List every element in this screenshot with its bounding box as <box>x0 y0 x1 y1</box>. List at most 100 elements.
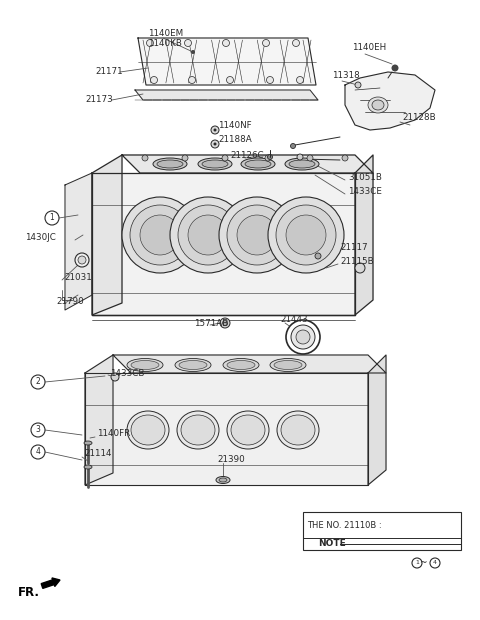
Circle shape <box>267 154 273 159</box>
Polygon shape <box>355 155 373 315</box>
Polygon shape <box>122 155 373 173</box>
Ellipse shape <box>223 358 259 371</box>
Circle shape <box>214 128 216 131</box>
Circle shape <box>291 325 315 349</box>
Polygon shape <box>113 355 386 373</box>
Ellipse shape <box>281 415 315 445</box>
Ellipse shape <box>198 158 232 170</box>
Ellipse shape <box>285 158 319 170</box>
Text: 1433CB: 1433CB <box>110 368 144 378</box>
Circle shape <box>170 197 246 273</box>
Circle shape <box>75 253 89 267</box>
Text: 21188A: 21188A <box>218 136 252 144</box>
Circle shape <box>223 40 229 46</box>
Polygon shape <box>92 155 122 315</box>
Ellipse shape <box>157 160 183 168</box>
Circle shape <box>189 76 195 84</box>
Circle shape <box>392 64 398 71</box>
Circle shape <box>111 373 119 381</box>
Polygon shape <box>65 173 92 310</box>
Ellipse shape <box>227 411 269 449</box>
Text: 11318: 11318 <box>332 71 360 81</box>
Polygon shape <box>138 38 316 85</box>
Text: FR.: FR. <box>18 585 40 598</box>
Ellipse shape <box>84 465 92 469</box>
Circle shape <box>31 375 45 389</box>
Ellipse shape <box>177 411 219 449</box>
Circle shape <box>214 143 216 146</box>
Circle shape <box>211 126 219 134</box>
Circle shape <box>142 155 148 161</box>
Text: 1571AB: 1571AB <box>194 319 228 327</box>
Text: 3: 3 <box>36 425 40 435</box>
Circle shape <box>292 40 300 46</box>
FancyArrow shape <box>41 578 60 588</box>
Circle shape <box>430 558 440 568</box>
Polygon shape <box>368 355 386 485</box>
Text: 1433CE: 1433CE <box>348 187 382 195</box>
Circle shape <box>219 197 295 273</box>
Ellipse shape <box>372 100 384 110</box>
Ellipse shape <box>127 411 169 449</box>
Text: NOTE: NOTE <box>318 539 346 549</box>
Circle shape <box>222 155 228 161</box>
Circle shape <box>211 140 219 148</box>
Circle shape <box>31 423 45 437</box>
Circle shape <box>286 215 326 255</box>
Text: 1140EM: 1140EM <box>148 29 183 37</box>
Ellipse shape <box>289 160 315 168</box>
Ellipse shape <box>127 358 163 371</box>
Circle shape <box>307 155 313 161</box>
Circle shape <box>268 197 344 273</box>
Ellipse shape <box>277 411 319 449</box>
Text: 1430JC: 1430JC <box>25 234 56 242</box>
Circle shape <box>286 320 320 354</box>
Circle shape <box>227 76 233 84</box>
Polygon shape <box>85 373 368 485</box>
Text: THE NO. 21110B :: THE NO. 21110B : <box>307 521 384 529</box>
Text: 21128B: 21128B <box>402 113 436 123</box>
Circle shape <box>130 205 190 265</box>
Ellipse shape <box>368 97 388 113</box>
Ellipse shape <box>131 360 159 370</box>
Text: 4: 4 <box>433 560 437 565</box>
Text: 31051B: 31051B <box>348 172 382 182</box>
Text: 21443: 21443 <box>280 314 308 324</box>
Text: 21114: 21114 <box>84 448 111 458</box>
Ellipse shape <box>231 415 265 445</box>
Ellipse shape <box>202 160 228 168</box>
Circle shape <box>355 263 365 273</box>
Circle shape <box>146 40 154 46</box>
Circle shape <box>140 215 180 255</box>
Circle shape <box>223 321 228 326</box>
Circle shape <box>263 40 269 46</box>
Text: 21031: 21031 <box>64 273 92 283</box>
Circle shape <box>297 154 303 160</box>
Ellipse shape <box>241 158 275 170</box>
Ellipse shape <box>274 360 302 370</box>
Polygon shape <box>345 72 435 130</box>
Text: 1: 1 <box>415 560 419 565</box>
Text: ~: ~ <box>419 559 427 567</box>
Bar <box>303 512 461 550</box>
Circle shape <box>297 76 303 84</box>
Text: 21126C: 21126C <box>230 151 264 161</box>
Text: 1140KB: 1140KB <box>148 40 182 48</box>
Text: 1140EH: 1140EH <box>352 43 386 53</box>
Circle shape <box>45 211 59 225</box>
Ellipse shape <box>175 358 211 371</box>
Ellipse shape <box>179 360 207 370</box>
Text: 21115B: 21115B <box>340 257 373 267</box>
Text: 21173: 21173 <box>85 95 113 105</box>
Circle shape <box>184 40 192 46</box>
Ellipse shape <box>181 415 215 445</box>
Ellipse shape <box>245 160 271 168</box>
Ellipse shape <box>216 477 230 484</box>
Circle shape <box>151 76 157 84</box>
Circle shape <box>178 205 238 265</box>
Polygon shape <box>135 90 318 100</box>
Text: 1: 1 <box>49 213 54 223</box>
Circle shape <box>355 82 361 88</box>
Circle shape <box>315 253 321 259</box>
Circle shape <box>220 318 230 328</box>
